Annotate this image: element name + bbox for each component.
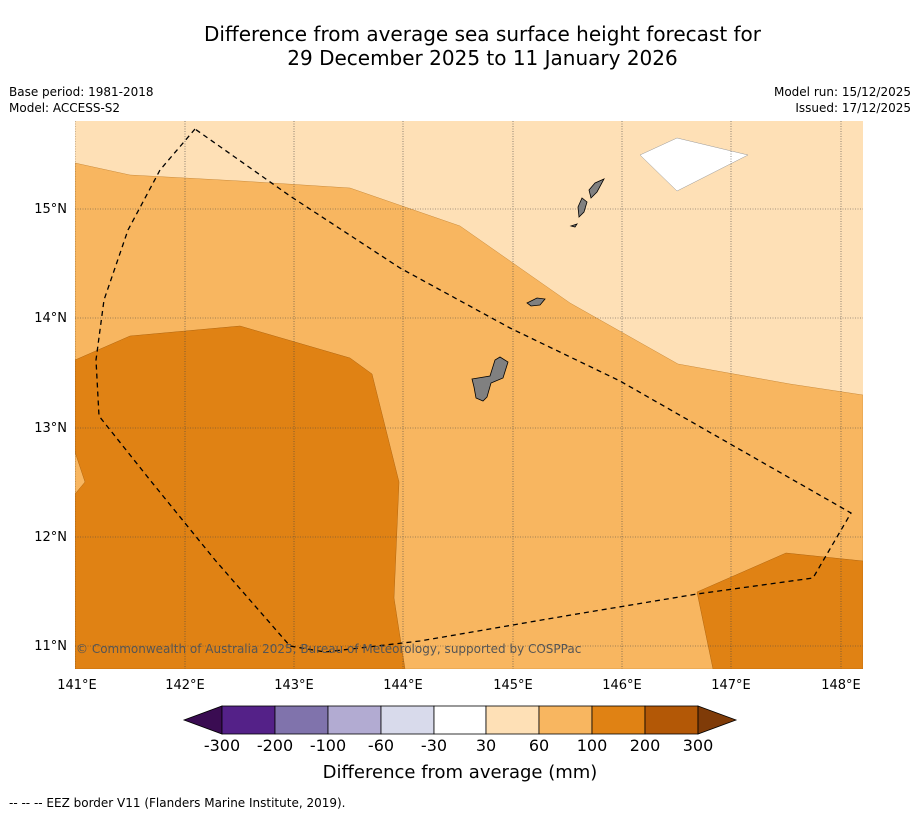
colorbar-tick-label: -60 <box>368 736 394 755</box>
lat-labels: 15°N 14°N 13°N 12°N 11°N <box>34 202 67 654</box>
band-near-zero <box>639 137 749 192</box>
meta-left: Base period: 1981-2018 Model: ACCESS-S2 <box>9 84 154 116</box>
map-title: Difference from average sea surface heig… <box>0 22 919 70</box>
colorbar-title: Difference from average (mm) <box>323 762 598 783</box>
eez-legend-text: -- -- -- EEZ border V11 (Flanders Marine… <box>9 796 346 810</box>
title-line-1: Difference from average sea surface heig… <box>203 22 762 46</box>
island-saipan <box>588 178 605 199</box>
meta-right: Model run: 15/12/2025 Issued: 17/12/2025 <box>774 84 911 116</box>
island-guam <box>471 356 509 402</box>
colorbar-segment <box>644 705 699 735</box>
island-aguijan <box>569 223 578 228</box>
lon-label: 144°E <box>383 678 423 693</box>
lat-label: 13°N <box>34 421 67 436</box>
lon-label: 141°E <box>57 678 97 693</box>
eez-border <box>95 128 852 653</box>
island-rota <box>526 297 546 307</box>
lat-label: 14°N <box>34 311 67 326</box>
colorbar-segment <box>274 705 329 735</box>
colorbar-extend-high <box>697 705 738 735</box>
lon-labels: 141°E 142°E 143°E 144°E 145°E 146°E 147°… <box>57 678 861 693</box>
lat-label: 11°N <box>34 639 67 654</box>
copyright-text: © Commonwealth of Australia 2025, Bureau… <box>76 642 581 656</box>
lon-label: 147°E <box>711 678 751 693</box>
issued-text: Issued: 17/12/2025 <box>795 101 911 115</box>
model-run-text: Model run: 15/12/2025 <box>773 85 911 99</box>
colorbar-tick-label: 300 <box>683 736 714 755</box>
colorbar-tick-label: 200 <box>630 736 661 755</box>
colorbar-segment <box>538 705 593 735</box>
colorbar-extend-low <box>182 705 223 735</box>
colorbar-tick-label: -100 <box>310 736 346 755</box>
title-line-2: 29 December 2025 to 11 January 2026 <box>287 46 678 70</box>
colorbar-tick-label: -300 <box>204 736 240 755</box>
lon-label: 148°E <box>821 678 861 693</box>
colorbar-tick-label: -30 <box>421 736 447 755</box>
island-tinian <box>577 197 588 218</box>
colorbar <box>182 705 738 735</box>
colorbar-segment <box>380 705 435 735</box>
colorbar-ticks: -300 -200 -100 -60 -30 30 60 100 200 300 <box>204 736 713 755</box>
islands <box>471 178 605 402</box>
colorbar-tick-label: 60 <box>529 736 549 755</box>
lon-label: 142°E <box>165 678 205 693</box>
band-100-200-east <box>696 552 863 669</box>
map-area: © Commonwealth of Australia 2025, Bureau… <box>75 121 863 669</box>
colorbar-segment <box>433 705 487 735</box>
colorbar-tick-label: 30 <box>476 736 496 755</box>
colorbar-segment <box>485 705 540 735</box>
lon-label: 145°E <box>493 678 533 693</box>
colorbar-tick-label: 100 <box>577 736 608 755</box>
base-period-text: Base period: 1981-2018 <box>9 85 154 99</box>
colorbar-tick-label: -200 <box>257 736 293 755</box>
lon-label: 146°E <box>602 678 642 693</box>
colorbar-segment <box>221 705 276 735</box>
lon-label: 143°E <box>274 678 314 693</box>
colorbar-segment <box>591 705 646 735</box>
band-100-200-west <box>75 325 406 669</box>
lat-label: 15°N <box>34 202 67 217</box>
colorbar-segment <box>327 705 382 735</box>
model-text: Model: ACCESS-S2 <box>9 101 121 115</box>
lat-label: 12°N <box>34 530 67 545</box>
